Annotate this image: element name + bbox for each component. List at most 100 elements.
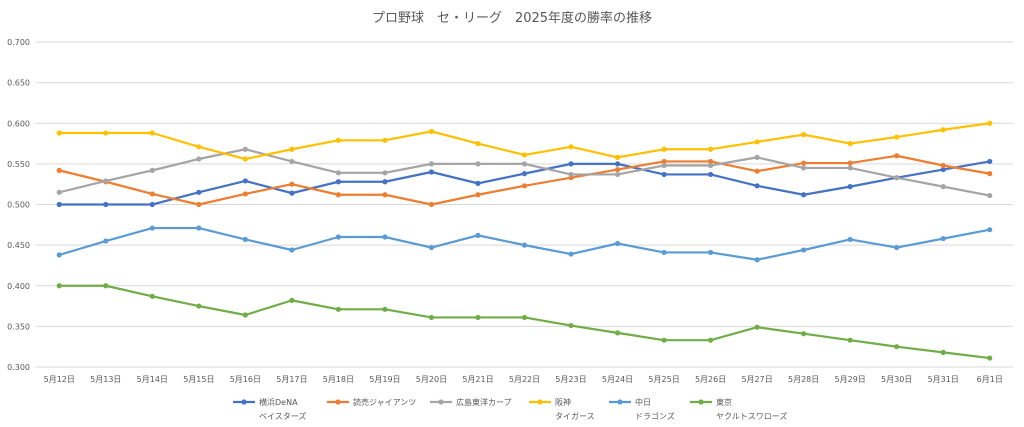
x-tick-label: 5月23日 [555, 375, 586, 384]
data-point [568, 251, 574, 257]
data-point [614, 154, 621, 160]
legend-marker [617, 399, 623, 405]
legend-label: 横浜DeNA [259, 397, 298, 407]
data-point [521, 152, 528, 158]
data-point [847, 165, 853, 171]
data-point [661, 171, 667, 178]
x-tick-label: 5月17日 [276, 375, 307, 384]
legend-label: 広島東洋カープ [456, 397, 512, 407]
series-group [56, 120, 993, 361]
data-point [475, 140, 481, 147]
data-point [56, 130, 62, 136]
x-tick-label: 5月16日 [230, 375, 261, 384]
data-point [661, 146, 667, 152]
data-point [56, 201, 62, 208]
series-1 [56, 158, 993, 208]
data-point [196, 303, 202, 309]
legend-item[interactable]: 横浜DeNA ベイスターズ [233, 397, 306, 421]
data-point [242, 312, 248, 318]
data-point [801, 165, 807, 171]
legend[interactable]: 横浜DeNA ベイスターズ 読売ジャイアンツ 広島東洋カープ 阪神タイガース中日ドラゴン… [233, 397, 787, 421]
data-point [196, 144, 202, 150]
legend-label: 中日 [635, 397, 651, 407]
data-point [428, 128, 435, 134]
data-point [56, 283, 62, 289]
data-point [707, 337, 714, 343]
legend-item[interactable]: 読売ジャイアンツ [327, 397, 416, 407]
data-point [707, 171, 714, 178]
data-point [103, 201, 109, 208]
data-point [428, 161, 435, 167]
data-point [289, 190, 295, 196]
data-point [940, 127, 946, 133]
data-point [289, 297, 295, 303]
x-tick-label: 5月27日 [741, 375, 772, 384]
y-tick-label: 0.550 [7, 160, 30, 169]
data-point [149, 201, 155, 208]
data-point [614, 166, 621, 173]
data-point [614, 330, 621, 336]
data-point [707, 158, 714, 165]
data-point [940, 184, 946, 190]
data-point [568, 161, 574, 167]
data-point [382, 306, 388, 312]
data-point [754, 139, 760, 145]
legend-marker [537, 399, 543, 405]
x-tick-label: 5月28日 [788, 375, 819, 384]
data-point [521, 314, 528, 321]
legend-sublabel: ベイスターズ [259, 411, 306, 421]
x-tick-label: 5月18日 [323, 375, 354, 384]
data-point [894, 134, 900, 140]
x-tick-label: 5月22日 [509, 375, 540, 384]
data-point [149, 167, 155, 173]
legend-label: 読売ジャイアンツ [353, 397, 416, 407]
data-point [568, 144, 574, 150]
data-point [335, 234, 342, 240]
data-point [103, 283, 109, 289]
data-point [707, 249, 714, 256]
data-point [56, 252, 62, 258]
data-point [940, 162, 946, 169]
x-tick-label: 5月24日 [602, 375, 633, 384]
data-point [335, 192, 342, 198]
x-tick-label: 5月15日 [183, 375, 214, 384]
data-point [428, 169, 435, 175]
data-point [428, 201, 435, 208]
data-point [661, 249, 667, 256]
data-point [103, 130, 109, 136]
data-point [754, 154, 760, 160]
data-point [196, 189, 202, 195]
data-point [707, 162, 714, 169]
y-tick-label: 0.450 [7, 241, 30, 250]
chart-title: プロ野球 セ・リーグ 2025年度の勝率の推移 [372, 10, 652, 26]
data-point [707, 146, 714, 152]
data-point [987, 120, 993, 126]
data-point [987, 171, 993, 177]
data-point [521, 242, 528, 248]
data-point [614, 161, 621, 167]
data-point [289, 146, 295, 152]
data-point [475, 232, 481, 238]
data-point [382, 170, 388, 176]
y-tick-label: 0.300 [7, 363, 30, 372]
data-point [940, 166, 946, 173]
data-point [894, 244, 900, 251]
data-point [103, 238, 109, 244]
data-point [894, 175, 900, 181]
y-tick-label: 0.700 [7, 38, 30, 47]
data-point [568, 322, 574, 329]
data-point [894, 153, 900, 159]
legend-item[interactable]: 広島東洋カープ [430, 397, 512, 407]
data-point [475, 161, 481, 167]
x-tick-label: 5月30日 [881, 375, 912, 384]
data-point [242, 178, 248, 184]
data-point [196, 201, 202, 208]
data-point [103, 178, 109, 184]
data-point [335, 306, 342, 312]
y-tick-label: 0.400 [7, 282, 30, 291]
data-point [149, 293, 155, 299]
